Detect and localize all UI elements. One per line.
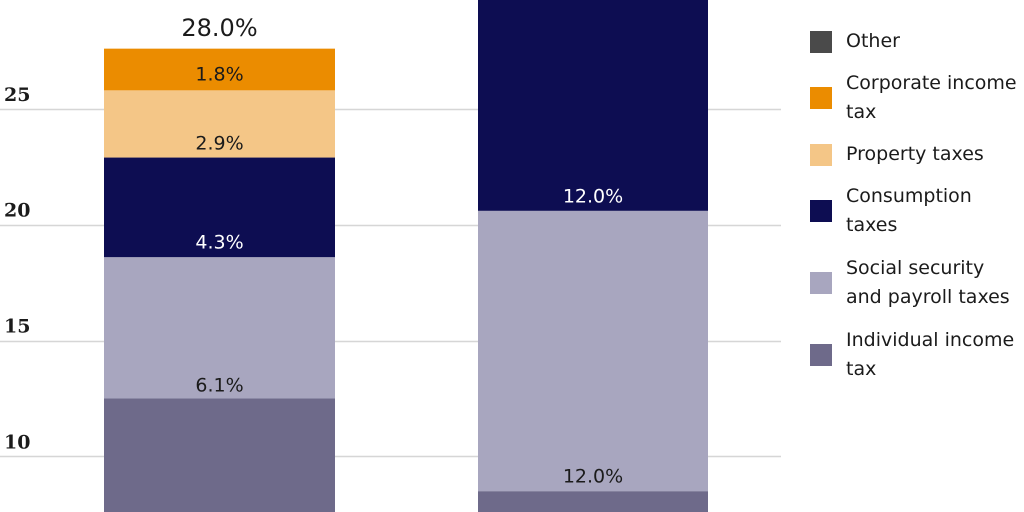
bars: [104, 0, 708, 512]
legend-swatch: [810, 87, 832, 109]
data-label: 2.9%: [195, 133, 243, 155]
data-labels: 6.1% 12.0% 4.3% 12.0% 2.9% 1.8% 28.0%: [181, 14, 623, 488]
data-label: 4.3%: [195, 232, 243, 254]
legend-swatch: [810, 200, 832, 222]
data-label: 6.1%: [195, 375, 243, 397]
bar-segment: [478, 210, 708, 492]
legend-label-line: Individual income: [846, 329, 1015, 351]
legend-label-line: Social security: [846, 257, 985, 279]
bar-segment: [104, 257, 335, 399]
legend-label-line: taxes: [846, 214, 898, 236]
legend-label-line: Consumption: [846, 185, 972, 207]
bar-segment: [104, 90, 335, 158]
total-label: 28.0%: [181, 14, 257, 42]
legend-label: Consumption taxes: [846, 182, 1024, 240]
data-label: 12.0%: [563, 466, 623, 488]
legend-label: Other: [846, 27, 1024, 56]
bar-segment: [104, 48, 335, 91]
legend-swatch: [810, 344, 832, 366]
legend-swatch: [810, 30, 832, 53]
y-tick-label: 20: [4, 200, 30, 222]
y-tick-label: 10: [4, 431, 30, 453]
data-label: 1.8%: [195, 64, 243, 86]
y-tick-label: 25: [4, 84, 30, 106]
legend-swatch: [810, 143, 832, 166]
legend-label-line: tax: [846, 101, 877, 123]
legend-label: Property taxes: [846, 140, 1024, 169]
legend-label: Individual income tax: [846, 326, 1024, 384]
data-label: 12.0%: [563, 186, 623, 208]
legend-label: Social security and payroll taxes: [846, 254, 1024, 312]
bar-segment: [104, 398, 335, 512]
bar-segment: [478, 491, 708, 512]
stacked-bar-chart: 6.1% 12.0% 4.3% 12.0% 2.9% 1.8% 28.0% 10 15 20 25: [0, 0, 781, 512]
legend-label-line: tax: [846, 358, 877, 380]
legend-label-line: and payroll taxes: [846, 286, 1010, 308]
bar-segment: [478, 0, 708, 211]
legend-label-line: Corporate income: [846, 72, 1017, 94]
legend-label: Corporate income tax: [846, 69, 1024, 127]
bar-segment: [104, 157, 335, 258]
legend-label-line: Property taxes: [846, 143, 984, 165]
legend-label-line: Other: [846, 30, 900, 52]
y-axis-ticks: 10 15 20 25: [4, 84, 30, 454]
y-tick-label: 15: [4, 316, 30, 338]
legend-swatch: [810, 272, 832, 294]
